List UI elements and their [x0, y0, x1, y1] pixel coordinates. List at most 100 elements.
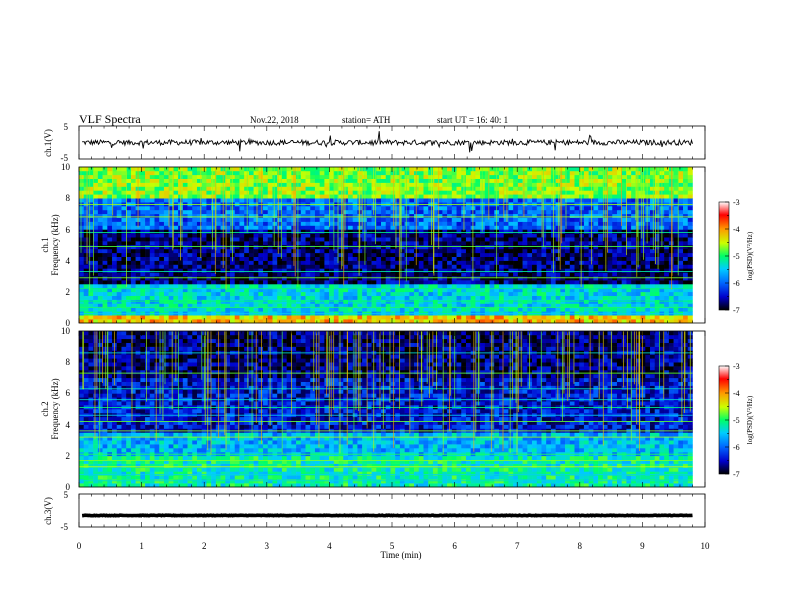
spectrogram-cell [423, 252, 429, 257]
spectrogram-cell [480, 252, 486, 257]
spectrogram-cell [650, 303, 656, 308]
spectrogram-cell [423, 299, 429, 304]
spectrogram-cell [159, 284, 165, 289]
spectrogram-cell [182, 319, 188, 324]
spectrogram-cell [465, 287, 471, 293]
spectrogram-cell [163, 217, 169, 222]
spectrogram-cell [366, 295, 372, 300]
spectrogram-cell [112, 182, 118, 187]
spectrogram-cell [602, 237, 608, 242]
spectrogram-cell [187, 276, 193, 281]
spectrogram-cell [135, 287, 141, 293]
spectrogram-cell [574, 280, 580, 285]
spectrogram-cell [640, 303, 646, 308]
spectrogram-cell [225, 256, 231, 261]
spectrogram-cell [574, 170, 580, 176]
spectrogram-cell [560, 245, 566, 250]
spectrogram-cell [381, 245, 387, 250]
spectrogram-cell [489, 295, 495, 300]
spectrogram-cell [631, 245, 637, 250]
spectrogram-cell [418, 248, 424, 254]
spectrogram-cell [263, 182, 269, 187]
spectrogram-cell [437, 190, 443, 195]
spectrogram-cell [253, 291, 259, 296]
spectrogram-cell [314, 272, 320, 277]
spectrogram-cell [314, 295, 320, 300]
spectrogram-cell [130, 276, 136, 281]
spectrogram-cell [423, 237, 429, 242]
spectrogram-cell [536, 260, 542, 265]
spectrogram-cell [541, 182, 547, 187]
spectrogram-cell [461, 256, 467, 261]
spectrogram-cell [381, 221, 387, 226]
spectrogram-cell [173, 194, 179, 199]
spectrogram-cell [149, 198, 155, 203]
spectrogram-cell [173, 276, 179, 281]
spectrogram-cell [489, 217, 495, 222]
spectrogram-cell [569, 307, 575, 312]
spectrogram-cell [300, 276, 306, 281]
spectrogram-cell [569, 248, 575, 254]
spectrogram-cell [508, 299, 514, 304]
spectrogram-cell [201, 229, 207, 234]
spectrogram-cell [258, 287, 264, 293]
spectrogram-cell [650, 252, 656, 257]
spectrogram-cell [607, 268, 613, 273]
spectrogram-cell [499, 248, 505, 254]
spectrogram-cell [579, 178, 585, 183]
spectrogram-cell [583, 217, 589, 222]
spectrogram-cell [300, 291, 306, 296]
spectrogram-cell [253, 307, 259, 312]
spectrogram-cell [140, 167, 146, 172]
spectrogram-cell [442, 287, 448, 293]
spectrogram-cell [244, 209, 250, 215]
spectrogram-cell [300, 174, 306, 179]
spectrogram-cell [560, 186, 566, 191]
spectrogram-cell [211, 245, 217, 250]
spectrogram-cell [390, 198, 396, 203]
spectrogram-cell [376, 291, 382, 296]
spectrogram-cell [88, 174, 94, 179]
spectrogram-cell [329, 272, 335, 277]
spectrogram-cell [499, 194, 505, 199]
spectrogram-cell [607, 233, 613, 238]
spectrogram-cell [234, 280, 240, 285]
spectrogram-cell [296, 256, 302, 261]
spectrogram-cell [456, 280, 462, 285]
spectrogram-cell [555, 264, 561, 269]
spectrogram-cell [513, 241, 519, 246]
spectrogram-cell [97, 287, 103, 293]
spectrogram-cell [343, 182, 349, 187]
spectrogram-cell [333, 252, 339, 257]
spectrogram-cell [404, 206, 410, 211]
spectrogram-cell [296, 194, 302, 199]
spectrogram-cell [499, 291, 505, 296]
spectrogram-cell [409, 295, 415, 300]
spectrogram-cell [211, 284, 217, 289]
spectrogram-cell [499, 252, 505, 257]
spectrogram-cell [192, 260, 198, 265]
spectrogram-cell [461, 299, 467, 304]
spectrogram-cell [428, 276, 434, 281]
spectrogram-cell [116, 245, 122, 250]
spectrogram-cell [560, 167, 566, 172]
spectrogram-cell [550, 280, 556, 285]
spectrogram-cell [489, 206, 495, 211]
spectrogram-cell [588, 268, 594, 273]
spectrogram-cell [196, 264, 202, 269]
spectrogram-cell [513, 186, 519, 191]
spectrogram-cell [645, 182, 651, 187]
spectrogram-cell [381, 194, 387, 199]
spectrogram-cell [579, 315, 585, 320]
spectrogram-cell [607, 221, 613, 226]
spectrogram-cell [206, 287, 212, 293]
spectrogram-cell [550, 272, 556, 277]
spectrogram-cell [565, 237, 571, 242]
spectrogram-cell [536, 170, 542, 176]
spectrogram-cell [291, 264, 297, 269]
spectrogram-cell [234, 307, 240, 312]
spectrogram-cell [263, 209, 269, 215]
spectrogram-cell [456, 264, 462, 269]
spectrogram-cell [555, 287, 561, 293]
spectrogram-cell [598, 186, 604, 191]
